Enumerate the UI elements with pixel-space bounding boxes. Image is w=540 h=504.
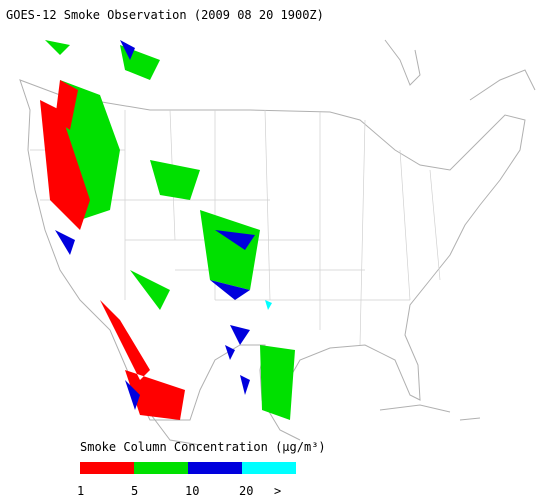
legend-swatch [134,462,188,474]
legend-tick-label: 1 [77,484,84,498]
legend-swatch [242,462,296,474]
smoke-area [40,80,185,420]
smoke-area [265,300,272,310]
legend-swatch [188,462,242,474]
legend-tick-label: 10 [185,484,199,498]
legend-swatch [80,462,134,474]
canada-coast [384,39,536,101]
smoke-area [45,40,295,420]
smoke-pixels [40,40,295,420]
legend-tick-label: 5 [131,484,138,498]
map-title: GOES-12 Smoke Observation (2009 08 20 19… [6,8,324,22]
legend-tick-label: 20 [239,484,253,498]
us-outline [19,79,526,421]
base-map [19,39,536,446]
legend-tick-label: > [274,484,281,498]
caribbean [379,404,481,421]
legend: 1 5 10 20 > [77,462,296,498]
legend-title: Smoke Column Concentration (μg/m³) [80,440,326,454]
